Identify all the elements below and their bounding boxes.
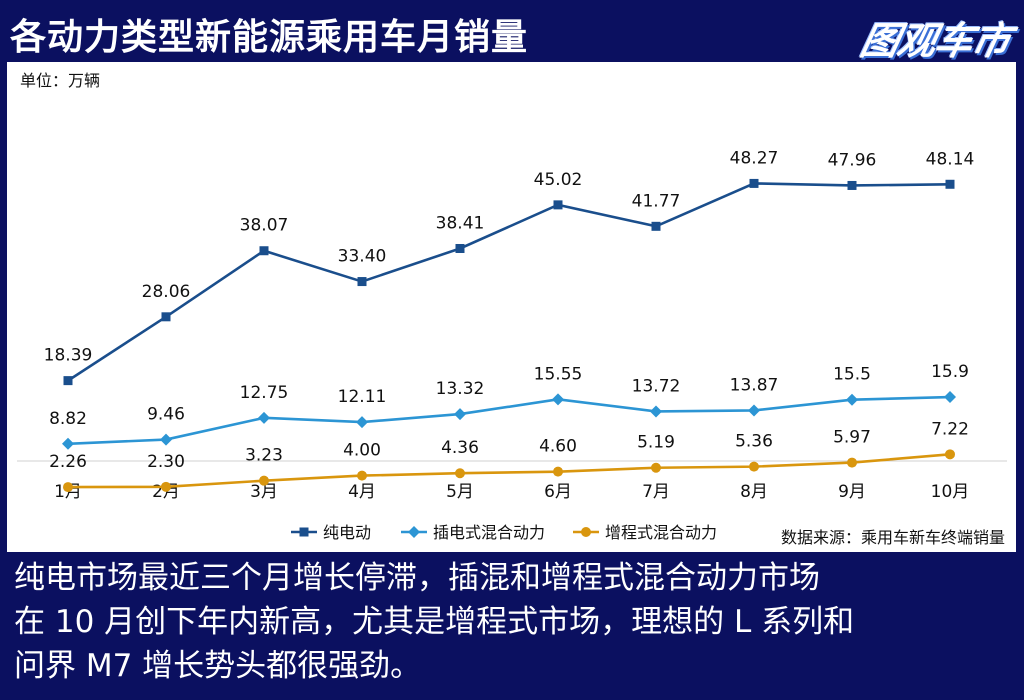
x-tick-label: 7月 bbox=[642, 482, 670, 502]
series-line-group bbox=[62, 391, 956, 450]
data-point bbox=[356, 416, 368, 429]
data-point bbox=[651, 462, 661, 473]
line-chart: 单位：万辆 1月2月3月4月5月6月7月8月9月10月 18.3928.0638… bbox=[17, 71, 1007, 547]
data-point bbox=[847, 457, 857, 468]
source-label: 数据来源：乘用车新车终端销量 bbox=[781, 528, 1005, 547]
legend-item: 纯电动 bbox=[291, 523, 371, 542]
data-point bbox=[553, 200, 563, 210]
data-label: 15.55 bbox=[534, 364, 583, 384]
data-label: 48.27 bbox=[730, 148, 779, 168]
x-tick-label: 3月 bbox=[250, 482, 278, 502]
data-point bbox=[455, 468, 465, 479]
data-label: 9.46 bbox=[147, 405, 185, 425]
x-tick-label: 6月 bbox=[544, 482, 572, 502]
brand-logo: 图观车市 bbox=[856, 19, 1014, 63]
data-point bbox=[749, 461, 759, 472]
data-point bbox=[259, 246, 269, 256]
data-label: 28.06 bbox=[142, 282, 191, 302]
data-label: 15.5 bbox=[833, 365, 871, 385]
x-tick-label: 4月 bbox=[348, 482, 376, 502]
series-line bbox=[67, 182, 951, 382]
data-point bbox=[945, 449, 955, 460]
data-label: 13.87 bbox=[730, 375, 779, 395]
unit-label: 单位：万辆 bbox=[20, 71, 100, 90]
data-label: 4.00 bbox=[343, 441, 381, 461]
data-point bbox=[63, 482, 73, 493]
x-tick-label: 10月 bbox=[931, 482, 970, 502]
data-point bbox=[299, 527, 309, 537]
legend: 纯电动 插电式混合动力 增程式混合动力 bbox=[291, 523, 717, 542]
data-point bbox=[63, 376, 73, 386]
data-label: 4.36 bbox=[441, 438, 479, 458]
data-point bbox=[553, 466, 563, 477]
caption: 纯电市场最近三个月增长停滞，插混和增程式混合动力市场 在 10 月创下年内新高，… bbox=[14, 556, 1014, 688]
data-point bbox=[161, 481, 171, 492]
data-label: 47.96 bbox=[828, 150, 877, 170]
data-point bbox=[651, 221, 661, 231]
data-label: 33.40 bbox=[338, 247, 387, 267]
series-layer bbox=[62, 178, 956, 493]
caption-line-3: 问界 M7 增长势头都很强劲。 bbox=[14, 648, 422, 684]
series-line-group bbox=[63, 449, 955, 493]
chart-panel: 单位：万辆 1月2月3月4月5月6月7月8月9月10月 18.3928.0638… bbox=[7, 62, 1016, 552]
data-point bbox=[944, 391, 956, 404]
caption-line-2: 在 10 月创下年内新高，尤其是增程式市场，理想的 L 系列和 bbox=[14, 604, 855, 640]
data-label: 48.14 bbox=[926, 149, 975, 169]
x-tick-label: 8月 bbox=[740, 482, 768, 502]
data-label: 41.77 bbox=[632, 191, 681, 211]
data-label: 38.07 bbox=[240, 216, 289, 236]
data-point bbox=[454, 408, 466, 421]
data-point bbox=[455, 243, 465, 253]
data-point bbox=[552, 393, 564, 406]
x-tick-label: 5月 bbox=[446, 482, 474, 502]
data-point bbox=[846, 393, 858, 406]
legend-item: 增程式混合动力 bbox=[573, 523, 717, 542]
data-label: 5.97 bbox=[833, 428, 871, 448]
series-line bbox=[67, 453, 951, 489]
data-label: 2.26 bbox=[49, 452, 87, 472]
x-tick-labels: 1月2月3月4月5月6月7月8月9月10月 bbox=[54, 482, 969, 502]
data-label: 8.82 bbox=[49, 409, 87, 429]
legend-label: 增程式混合动力 bbox=[605, 523, 717, 542]
data-point bbox=[357, 277, 367, 287]
series-line bbox=[67, 395, 951, 446]
data-label: 15.9 bbox=[931, 362, 969, 382]
data-label: 13.32 bbox=[436, 379, 485, 399]
page-title: 各动力类型新能源乘用车月销量 bbox=[10, 17, 529, 58]
data-point bbox=[62, 437, 74, 450]
data-label: 7.22 bbox=[931, 419, 969, 439]
data-point bbox=[581, 527, 591, 537]
data-point bbox=[161, 312, 171, 322]
legend-item: 插电式混合动力 bbox=[401, 523, 545, 542]
data-point bbox=[408, 526, 420, 538]
data-point bbox=[160, 433, 172, 446]
data-point bbox=[748, 404, 760, 417]
data-label: 2.30 bbox=[147, 452, 185, 472]
caption-line-1: 纯电市场最近三个月增长停滞，插混和增程式混合动力市场 bbox=[14, 560, 820, 596]
data-point bbox=[357, 470, 367, 481]
data-label: 4.60 bbox=[539, 437, 577, 457]
legend-label: 纯电动 bbox=[323, 523, 371, 542]
data-point bbox=[945, 179, 955, 189]
data-point bbox=[259, 475, 269, 486]
data-point bbox=[258, 411, 270, 424]
data-label: 45.02 bbox=[534, 170, 583, 190]
x-tick-label: 9月 bbox=[838, 482, 866, 502]
data-label: 12.75 bbox=[240, 383, 289, 403]
data-point bbox=[847, 180, 857, 190]
series-line-group bbox=[63, 178, 955, 386]
data-labels: 18.39 28.06 38.07 33.40 38.41 45.02 41.77 48.27… bbox=[44, 148, 975, 472]
data-point bbox=[749, 178, 759, 188]
data-label: 5.19 bbox=[637, 433, 675, 453]
data-label: 38.41 bbox=[436, 213, 485, 233]
data-label: 3.23 bbox=[245, 446, 283, 466]
data-label: 18.39 bbox=[44, 346, 93, 366]
data-label: 5.36 bbox=[735, 432, 773, 452]
data-label: 12.11 bbox=[338, 387, 387, 407]
data-point bbox=[650, 405, 662, 418]
legend-label: 插电式混合动力 bbox=[433, 523, 545, 542]
data-label: 13.72 bbox=[632, 376, 681, 396]
